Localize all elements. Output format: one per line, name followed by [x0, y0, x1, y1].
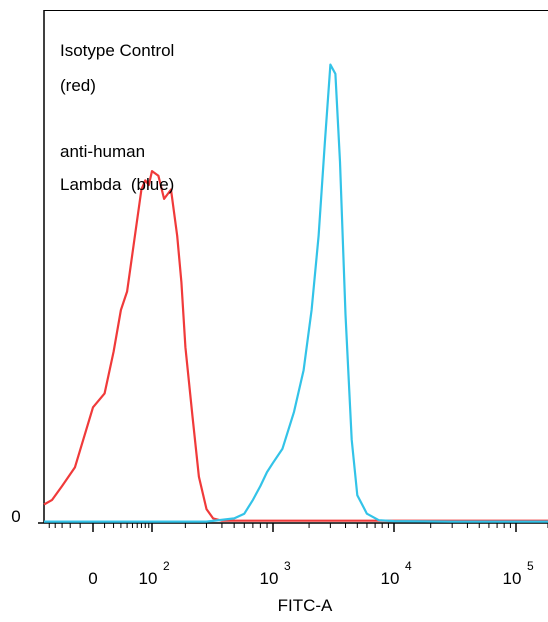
annotation-line-4: Lambda (blue): [60, 175, 174, 194]
x-tick-label-2: 10 3: [260, 559, 291, 588]
x-tick-base: 10: [260, 569, 279, 588]
x-tick-base: 10: [503, 569, 522, 588]
y-ticks: 0: [11, 507, 44, 526]
x-tick-exponent: 2: [163, 559, 170, 573]
annotations: Isotype Control (red) anti-human Lambda (bl…: [60, 41, 174, 194]
annotation-line-3: anti-human: [60, 142, 145, 161]
series-line-red: [43, 170, 548, 522]
x-tick-label-0: 0: [88, 569, 97, 588]
x-tick-exponent: 4: [405, 559, 412, 573]
x-tick-marks: [48, 523, 548, 532]
plot-frame: [43, 10, 548, 524]
x-tick-label-3: 10 4: [381, 559, 412, 588]
series-layer: [43, 63, 548, 523]
x-tick-base: 10: [139, 569, 158, 588]
annotation-line-1: Isotype Control: [60, 41, 174, 60]
series-line-blue: [44, 63, 548, 523]
x-tick-base: 10: [381, 569, 400, 588]
x-tick-labels: 0 10 2 10 3 10 4 10 5: [88, 559, 534, 588]
x-tick-exponent: 5: [527, 559, 534, 573]
x-tick-label-1: 10 2: [139, 559, 170, 588]
y-tick-label: 0: [11, 507, 20, 526]
x-tick-exponent: 3: [284, 559, 291, 573]
x-tick-label-4: 10 5: [503, 559, 534, 588]
annotation-line-2: (red): [60, 76, 96, 95]
x-axis-label: FITC-A: [278, 596, 333, 615]
x-tick-base: 0: [88, 569, 97, 588]
